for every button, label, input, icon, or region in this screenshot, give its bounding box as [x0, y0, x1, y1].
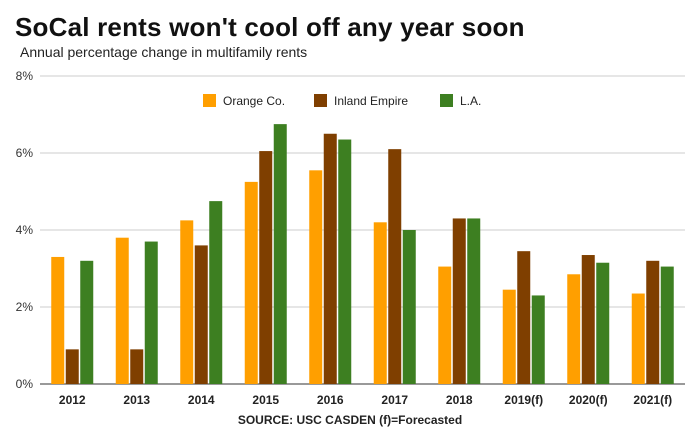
bar [194, 245, 208, 384]
bar [373, 222, 387, 384]
bar [244, 181, 258, 384]
y-tick-label: 8% [16, 69, 34, 83]
y-tick-label: 6% [16, 146, 34, 160]
bars [51, 124, 674, 384]
legend-swatch [203, 94, 216, 107]
bar [631, 293, 645, 384]
x-tick-label: 2017 [381, 393, 408, 407]
bar [452, 218, 466, 384]
bar [438, 266, 452, 384]
bar [115, 237, 129, 384]
bar [259, 151, 273, 384]
bar [309, 170, 323, 384]
bar [80, 260, 94, 384]
bar [388, 149, 402, 384]
x-axis-ticks: 2012 2013 2014 2015 2016 2017 2018 2019(f) 2020(… [59, 393, 672, 407]
x-tick-label: 2020(f) [569, 393, 608, 407]
bar [209, 201, 223, 384]
legend: Orange Co. Inland Empire L.A. [203, 94, 481, 108]
legend-label: Inland Empire [334, 94, 408, 108]
source-note: SOURCE: USC CASDEN (f)=Forecasted [237, 413, 463, 427]
bar [180, 220, 194, 384]
bar [51, 256, 65, 384]
x-tick-label: 2019(f) [504, 393, 543, 407]
legend-swatch [314, 94, 327, 107]
bar [660, 266, 674, 384]
bar [581, 255, 595, 384]
bar [531, 295, 545, 384]
bar [596, 262, 610, 384]
bar [338, 139, 352, 384]
x-tick-label: 2014 [188, 393, 215, 407]
y-tick-label: 0% [16, 377, 34, 391]
x-tick-label: 2021(f) [633, 393, 672, 407]
bar [273, 124, 287, 384]
bar [402, 230, 416, 384]
x-tick-label: 2012 [59, 393, 86, 407]
bar [65, 349, 79, 384]
bar [130, 349, 144, 384]
chart-subtitle: Annual percentage change in multifamily … [20, 44, 308, 60]
legend-swatch [440, 94, 453, 107]
bar [144, 241, 158, 384]
y-tick-label: 4% [16, 223, 34, 237]
legend-label: Orange Co. [223, 94, 285, 108]
bar [646, 260, 660, 384]
bar [467, 218, 481, 384]
x-tick-label: 2013 [123, 393, 150, 407]
chart-title: SoCal rents won't cool off any year soon [15, 12, 525, 42]
bar [323, 133, 337, 384]
bar [502, 289, 516, 384]
y-tick-label: 2% [16, 300, 34, 314]
bar [567, 274, 581, 384]
y-axis-ticks: 0% 2% 4% 6% 8% [16, 69, 34, 391]
bar [517, 251, 531, 384]
x-tick-label: 2015 [252, 393, 279, 407]
x-tick-label: 2016 [317, 393, 344, 407]
x-tick-label: 2018 [446, 393, 473, 407]
legend-label: L.A. [460, 94, 481, 108]
